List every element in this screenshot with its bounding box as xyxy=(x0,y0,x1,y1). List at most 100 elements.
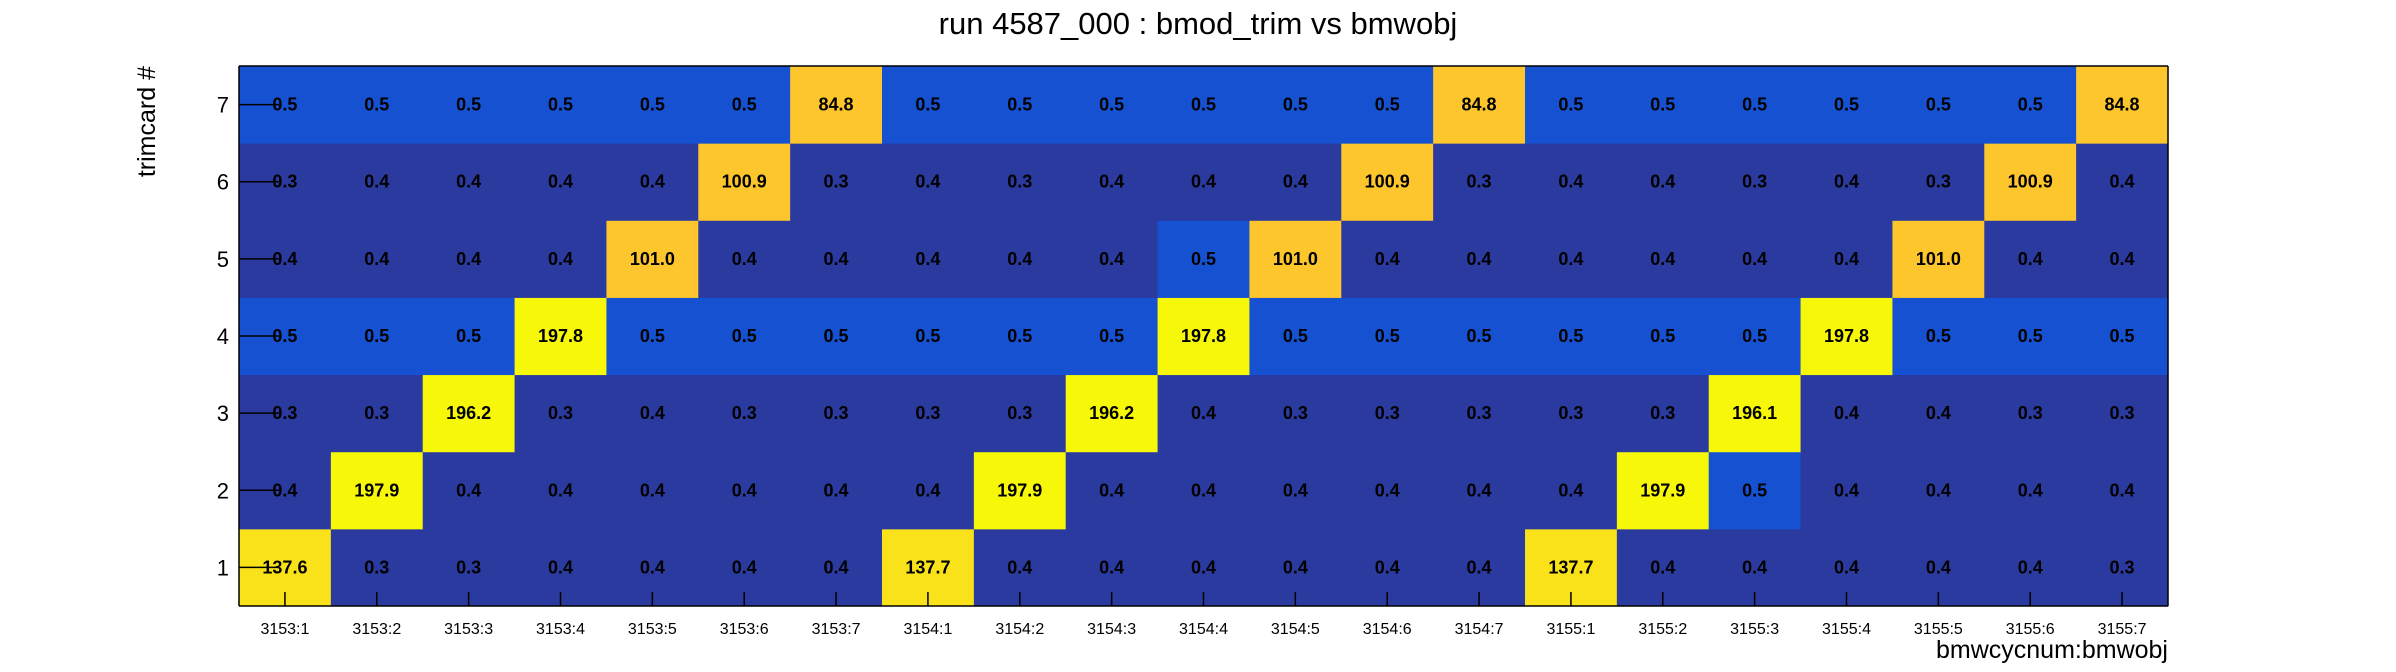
cell-value-label: 0.4 xyxy=(364,249,389,269)
heatmap-cell xyxy=(514,143,607,221)
heatmap-cell xyxy=(1616,451,1710,530)
heatmap-cell xyxy=(698,374,791,453)
heatmap-cell xyxy=(1800,297,1893,376)
heatmap-cell xyxy=(422,374,516,453)
x-tick-label: 3154:3 xyxy=(1087,621,1136,638)
cell-value-label: 0.4 xyxy=(1099,557,1124,577)
cell-value-label: 0.4 xyxy=(824,557,849,577)
cell-value-label: 0.4 xyxy=(1191,403,1216,423)
heatmap-cell xyxy=(1341,297,1434,376)
x-tick-label: 3154:4 xyxy=(1179,621,1228,638)
heatmap-cell xyxy=(1708,297,1802,376)
cell-value-label: 0.3 xyxy=(915,403,940,423)
cell-value-label: 0.4 xyxy=(1007,557,1032,577)
heatmap-cell xyxy=(1433,220,1526,298)
cell-value-label: 84.8 xyxy=(1462,95,1497,115)
cell-value-label: 0.5 xyxy=(364,95,389,115)
heatmap-cell xyxy=(1984,374,2077,453)
cell-value-label: 197.9 xyxy=(997,480,1042,500)
x-tick-label: 3155:5 xyxy=(1914,621,1963,638)
cell-value-label: 0.4 xyxy=(1742,557,1767,577)
heatmap-cell xyxy=(514,297,607,376)
heatmap-cell xyxy=(2076,297,2169,376)
heatmap-cell xyxy=(882,297,975,376)
cell-value-label: 100.9 xyxy=(2008,172,2053,192)
heatmap-cell xyxy=(1892,374,1985,453)
cell-value-label: 0.4 xyxy=(1558,172,1583,192)
x-axis-label: bmwcycnum:bmwobj xyxy=(1936,636,2168,664)
x-tick-label: 3153:5 xyxy=(628,621,677,638)
heatmap-cell xyxy=(1157,374,1250,453)
heatmap-cell xyxy=(973,143,1067,221)
heatmap-cell xyxy=(1708,374,1802,453)
cell-value-label: 197.8 xyxy=(1824,326,1869,346)
cell-value-label: 0.5 xyxy=(915,95,940,115)
x-tick-label: 3154:1 xyxy=(903,621,952,638)
cell-value-label: 0.5 xyxy=(548,95,573,115)
heatmap-cell xyxy=(1892,297,1985,376)
cell-value-label: 0.5 xyxy=(1650,95,1675,115)
heatmap-cell xyxy=(1984,66,2077,144)
cell-value-label: 137.7 xyxy=(1548,557,1593,577)
cell-value-label: 100.9 xyxy=(722,172,767,192)
cell-value-label: 84.8 xyxy=(819,95,854,115)
heatmap-cell xyxy=(1249,66,1342,144)
cell-value-label: 0.3 xyxy=(1742,172,1767,192)
heatmap-cell xyxy=(1800,220,1893,298)
heatmap-cell xyxy=(1249,451,1342,530)
cell-value-label: 100.9 xyxy=(1365,172,1410,192)
heatmap-cell xyxy=(2076,374,2169,453)
cell-value-label: 0.4 xyxy=(915,480,940,500)
heatmap-cell xyxy=(1616,374,1710,453)
heatmap-cell xyxy=(1708,220,1802,298)
cell-value-label: 0.4 xyxy=(1467,557,1492,577)
cell-value-label: 0.5 xyxy=(1558,95,1583,115)
heatmap-cell xyxy=(882,143,975,221)
cell-value-label: 0.5 xyxy=(1926,326,1951,346)
heatmap-cell xyxy=(1984,451,2077,530)
heatmap-cell xyxy=(1892,66,1985,144)
heatmap-cell xyxy=(1616,66,1710,144)
heatmap-cell xyxy=(1249,143,1342,221)
x-tick-label: 3153:7 xyxy=(812,621,861,638)
cell-value-label: 0.4 xyxy=(1191,480,1216,500)
heatmap-cell xyxy=(698,143,791,221)
heatmap-cell xyxy=(1157,143,1250,221)
heatmap-cell xyxy=(790,143,883,221)
cell-value-label: 0.4 xyxy=(1650,557,1675,577)
cell-value-label: 0.4 xyxy=(824,249,849,269)
y-tick-label: 3 xyxy=(217,401,229,426)
heatmap-cell xyxy=(1800,66,1893,144)
heatmap-cell xyxy=(606,374,699,453)
heatmap-cell xyxy=(1249,297,1342,376)
cell-value-label: 0.4 xyxy=(1742,249,1767,269)
cell-value-label: 0.4 xyxy=(2018,557,2043,577)
cell-value-label: 0.5 xyxy=(2018,95,2043,115)
x-tick-label: 3155:4 xyxy=(1822,621,1871,638)
heatmap-cell xyxy=(514,66,607,144)
heatmap-cell xyxy=(882,374,975,453)
heatmap-cell xyxy=(1525,143,1618,221)
cell-value-label: 0.5 xyxy=(640,326,665,346)
heatmap-cell xyxy=(2076,220,2169,298)
cell-value-label: 0.4 xyxy=(1099,249,1124,269)
cell-value-label: 0.5 xyxy=(1191,249,1216,269)
cell-value-label: 0.4 xyxy=(1558,480,1583,500)
cell-value-label: 0.4 xyxy=(1926,557,1951,577)
cell-value-label: 0.4 xyxy=(1375,480,1400,500)
heatmap-cell xyxy=(330,143,424,221)
heatmap-cell xyxy=(1433,66,1526,144)
cell-value-label: 0.4 xyxy=(1650,249,1675,269)
cell-value-label: 0.5 xyxy=(1099,326,1124,346)
cell-value-label: 0.4 xyxy=(640,403,665,423)
cell-value-label: 0.4 xyxy=(1926,403,1951,423)
cell-value-label: 0.4 xyxy=(824,480,849,500)
heatmap-cell xyxy=(1525,66,1618,144)
cell-value-label: 0.3 xyxy=(272,172,297,192)
cell-value-label: 0.4 xyxy=(364,172,389,192)
cell-value-label: 0.4 xyxy=(548,480,573,500)
cell-value-label: 137.7 xyxy=(905,557,950,577)
cell-value-label: 0.3 xyxy=(1467,172,1492,192)
heatmap-cell xyxy=(1433,297,1526,376)
cell-value-label: 0.5 xyxy=(1099,95,1124,115)
